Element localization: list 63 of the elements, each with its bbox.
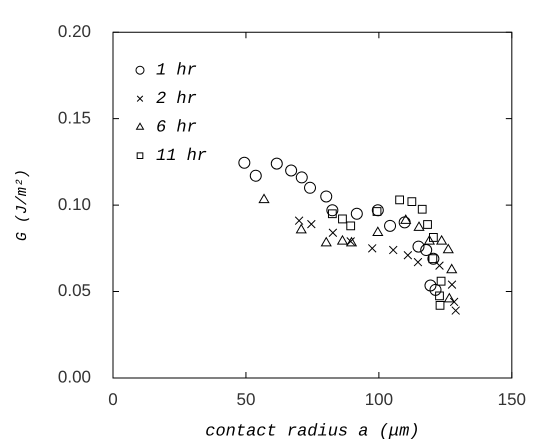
point	[372, 204, 384, 216]
point	[270, 158, 283, 170]
x-tick-label: 50	[236, 390, 256, 409]
point	[326, 204, 338, 216]
point	[407, 197, 416, 206]
point	[436, 276, 446, 286]
point	[250, 170, 262, 182]
point	[403, 250, 412, 260]
point	[435, 291, 444, 300]
point	[320, 237, 332, 246]
legend-label: 2 hr	[156, 90, 197, 110]
y-tick-label: 0.20	[58, 22, 91, 41]
x-axis-title: contact radius a (μm)	[205, 422, 420, 442]
point	[372, 226, 384, 236]
point	[424, 280, 436, 292]
point	[328, 228, 338, 238]
y-axis-title: G (J/m²)	[14, 169, 31, 242]
point	[238, 156, 250, 169]
point	[423, 220, 432, 229]
point	[296, 171, 308, 184]
point	[448, 280, 456, 290]
point	[346, 221, 356, 230]
point	[436, 300, 444, 310]
x-tick-label: 0	[108, 390, 118, 409]
point	[443, 244, 454, 254]
y-tick-label: 0.05	[58, 281, 91, 300]
y-tick-label: 0.00	[58, 368, 91, 387]
point	[285, 164, 298, 177]
point	[436, 235, 447, 245]
legend-label: 1 hr	[156, 62, 197, 81]
point	[446, 264, 457, 274]
point	[294, 216, 304, 226]
point	[414, 258, 422, 267]
legend-label: 11 hr	[156, 147, 208, 166]
point	[320, 190, 332, 202]
x-tick-label: 150	[498, 390, 526, 409]
point	[258, 194, 270, 204]
point	[444, 293, 455, 302]
point	[304, 182, 316, 194]
point	[412, 240, 424, 253]
point	[368, 244, 377, 253]
x-tick-label: 100	[364, 390, 394, 409]
point	[435, 261, 444, 270]
point	[384, 220, 396, 232]
y-tick-label: 0.10	[58, 194, 91, 214]
y-tick-label: 0.15	[58, 108, 91, 128]
point	[328, 209, 337, 218]
point	[400, 214, 411, 224]
point	[338, 214, 347, 224]
point	[398, 216, 411, 228]
point	[418, 204, 427, 214]
point	[424, 235, 435, 245]
point	[388, 246, 398, 254]
point	[296, 224, 307, 234]
point	[420, 244, 432, 256]
point	[350, 208, 363, 220]
point	[430, 284, 442, 296]
point	[337, 235, 348, 245]
point	[306, 220, 316, 229]
legend-label: 6 hr	[156, 118, 197, 138]
point	[428, 233, 438, 242]
point	[395, 196, 404, 204]
point	[414, 222, 424, 231]
